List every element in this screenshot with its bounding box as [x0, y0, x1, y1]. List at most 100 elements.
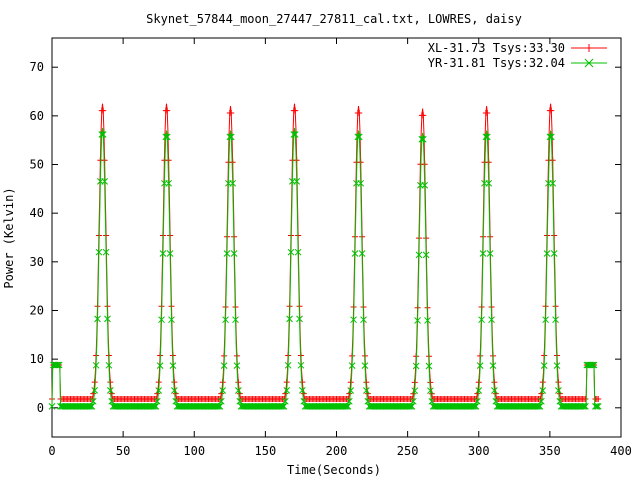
x-axis-ticks: 0 50 100 150 200 250 300 350 400: [48, 38, 632, 458]
data-point: [582, 402, 589, 410]
data-point: [536, 402, 544, 410]
data-point: [108, 397, 116, 405]
data-point: [411, 387, 419, 395]
data-point: [347, 387, 355, 394]
data-point: [424, 317, 431, 324]
y-axis-label: Power (Kelvin): [2, 187, 16, 288]
data-point: [552, 316, 559, 324]
data-point: [427, 387, 434, 395]
data-point: [166, 250, 174, 257]
data-point: [165, 157, 172, 164]
data-point: [92, 361, 100, 369]
data-point: [486, 250, 494, 257]
data-point: [88, 402, 96, 410]
data-point: [101, 177, 108, 185]
data-point: [483, 133, 491, 141]
data-point: [104, 315, 111, 323]
data-point: [482, 133, 490, 141]
data-point: [222, 316, 229, 324]
legend-label-xl: XL-31.73 Tsys:33.30: [428, 41, 565, 55]
data-point: [415, 251, 423, 259]
data-point: [217, 397, 225, 405]
data-point: [357, 179, 365, 187]
data-point: [589, 361, 596, 369]
data-point: [407, 402, 414, 410]
data-point: [223, 250, 231, 257]
x-tick-label: 300: [468, 444, 490, 458]
data-point: [341, 402, 349, 410]
series-xl: [49, 103, 602, 403]
data-point: [169, 362, 177, 370]
data-point: [533, 402, 541, 410]
data-point: [593, 402, 601, 410]
data-point: [476, 362, 484, 370]
data-point: [48, 402, 56, 410]
data-point: [556, 397, 564, 405]
data-point: [475, 387, 483, 394]
x-tick-label: 250: [397, 444, 419, 458]
x-tick-label: 50: [116, 444, 130, 458]
data-point: [279, 402, 286, 410]
data-point: [294, 248, 302, 256]
data-point: [162, 133, 170, 141]
data-point: [172, 397, 180, 405]
data-point: [219, 387, 227, 394]
data-point: [106, 387, 114, 394]
data-point: [354, 133, 362, 141]
data-point: [229, 159, 236, 166]
data-point: [230, 250, 238, 257]
x-tick-label: 350: [539, 444, 561, 458]
data-point: [473, 397, 481, 405]
data-point: [550, 250, 558, 257]
y-tick-label: 50: [30, 158, 44, 172]
y-tick-label: 0: [37, 401, 44, 415]
data-point: [151, 402, 158, 410]
x-tick-label: 400: [610, 444, 632, 458]
series-line: [51, 127, 599, 407]
data-point: [592, 402, 599, 410]
data-point: [100, 107, 107, 114]
legend-marker: [585, 44, 593, 52]
data-point: [54, 361, 62, 369]
y-tick-label: 60: [30, 109, 44, 123]
data-point: [428, 397, 436, 405]
data-point: [479, 250, 487, 257]
data-point: [229, 179, 237, 187]
data-point: [296, 315, 303, 323]
data-point: [98, 131, 106, 138]
data-point: [344, 402, 352, 410]
x-axis-label: Time(Seconds): [287, 463, 381, 477]
data-point: [281, 397, 289, 405]
data-point: [228, 109, 235, 116]
data-point: [216, 402, 224, 410]
data-point: [543, 250, 551, 257]
data-point: [153, 397, 161, 405]
data-point: [409, 397, 417, 405]
data-point: [580, 402, 588, 410]
data-point: [215, 402, 222, 410]
data-point: [348, 362, 356, 370]
data-point: [345, 397, 353, 405]
data-point: [363, 387, 370, 394]
data-point: [168, 316, 175, 324]
data-point: [283, 387, 291, 394]
data-point: [408, 402, 416, 410]
x-tick-label: 200: [326, 444, 348, 458]
data-point: [355, 133, 363, 141]
data-point: [421, 181, 429, 189]
data-point: [232, 316, 239, 324]
data-point: [539, 387, 547, 394]
data-point: [537, 397, 545, 405]
data-point: [484, 109, 491, 116]
data-point: [485, 179, 493, 187]
data-point: [156, 362, 164, 370]
data-point: [590, 361, 598, 369]
data-point: [356, 109, 363, 116]
data-point: [85, 402, 93, 410]
data-point: [351, 250, 359, 257]
legend-marker: [584, 58, 594, 68]
data-point: [542, 316, 549, 324]
series-line: [51, 103, 599, 400]
data-point: [286, 315, 293, 323]
